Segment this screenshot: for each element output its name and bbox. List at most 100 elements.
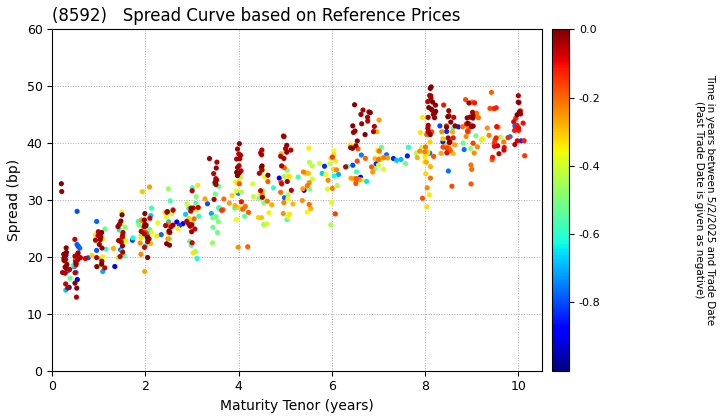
Point: [256, 214, 267, 221]
Point: [133, 222, 145, 228]
Point: [117, 228, 128, 235]
Point: [438, 102, 449, 108]
Point: [64, 275, 76, 282]
Point: [442, 113, 454, 120]
Point: [441, 150, 453, 156]
Point: [185, 221, 197, 228]
Point: [190, 193, 202, 200]
Point: [347, 145, 359, 152]
Point: [430, 102, 441, 108]
Point: [115, 239, 127, 245]
Point: [163, 218, 174, 225]
Point: [83, 255, 94, 261]
Point: [255, 150, 266, 156]
Point: [74, 245, 86, 252]
Point: [210, 213, 222, 220]
Point: [58, 255, 70, 262]
Point: [421, 184, 433, 191]
Point: [415, 129, 426, 136]
Point: [511, 137, 523, 144]
Point: [462, 115, 473, 121]
Point: [58, 257, 70, 264]
Point: [257, 166, 269, 173]
Point: [378, 154, 390, 161]
Point: [345, 142, 356, 148]
Point: [472, 114, 484, 121]
Point: [515, 108, 526, 114]
Point: [68, 262, 79, 268]
Point: [462, 121, 473, 127]
Point: [444, 139, 456, 146]
Point: [467, 123, 479, 129]
Point: [60, 281, 71, 287]
Point: [264, 210, 275, 216]
Point: [184, 238, 195, 245]
Point: [472, 144, 483, 150]
Point: [477, 135, 488, 142]
Point: [210, 181, 222, 188]
Point: [287, 201, 299, 207]
Point: [352, 145, 364, 152]
Point: [135, 240, 146, 247]
Point: [186, 242, 197, 249]
Point: [60, 244, 72, 251]
Point: [210, 165, 222, 171]
Point: [284, 211, 295, 218]
Point: [230, 188, 242, 194]
Point: [297, 169, 309, 176]
X-axis label: Maturity Tenor (years): Maturity Tenor (years): [220, 399, 374, 413]
Point: [387, 155, 399, 162]
Point: [426, 107, 438, 114]
Point: [140, 233, 152, 240]
Point: [508, 118, 519, 125]
Point: [462, 120, 474, 127]
Point: [69, 269, 81, 276]
Point: [461, 121, 472, 127]
Point: [490, 136, 501, 143]
Point: [181, 218, 192, 225]
Point: [428, 153, 439, 160]
Point: [127, 237, 138, 244]
Point: [382, 155, 393, 161]
Point: [266, 201, 277, 208]
Point: [425, 95, 436, 102]
Point: [72, 256, 84, 263]
Point: [444, 113, 455, 119]
Point: [161, 240, 172, 247]
Point: [71, 285, 83, 291]
Point: [145, 229, 157, 236]
Point: [348, 101, 360, 108]
Point: [351, 175, 362, 182]
Point: [140, 222, 152, 228]
Point: [163, 228, 175, 234]
Point: [144, 184, 156, 190]
Point: [61, 261, 73, 268]
Point: [231, 169, 243, 176]
Point: [199, 195, 211, 202]
Point: [185, 217, 197, 223]
Point: [95, 236, 107, 243]
Point: [210, 178, 222, 184]
Point: [498, 139, 510, 145]
Point: [421, 131, 433, 138]
Point: [422, 98, 433, 105]
Point: [378, 166, 390, 173]
Point: [207, 239, 218, 246]
Point: [233, 244, 244, 251]
Point: [163, 186, 174, 192]
Point: [256, 194, 268, 201]
Point: [441, 128, 452, 135]
Point: [446, 183, 458, 189]
Point: [355, 111, 366, 118]
Point: [442, 148, 454, 155]
Point: [259, 173, 271, 180]
Point: [460, 96, 472, 103]
Point: [113, 237, 125, 244]
Point: [119, 237, 130, 244]
Point: [255, 189, 266, 196]
Point: [374, 155, 386, 162]
Point: [185, 208, 197, 215]
Point: [423, 114, 434, 121]
Point: [391, 157, 402, 164]
Point: [425, 131, 436, 138]
